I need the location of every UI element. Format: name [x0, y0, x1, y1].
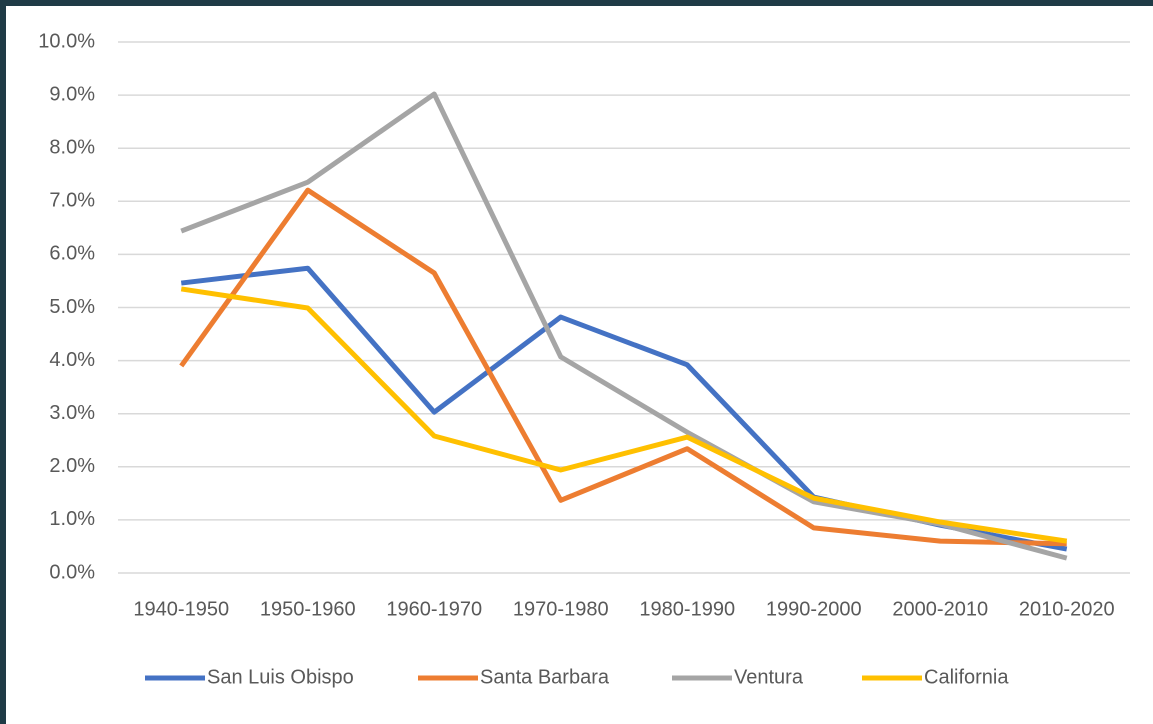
x-tick-label: 1990-2000	[766, 598, 862, 620]
y-tick-label: 8.0%	[49, 136, 95, 158]
series-line	[180, 286, 1068, 544]
y-tick-label: 7.0%	[49, 190, 95, 212]
legend-label: Ventura	[734, 666, 804, 688]
x-tick-label: 1970-1980	[513, 598, 609, 620]
y-tick-label: 4.0%	[49, 349, 95, 371]
y-tick-label: 9.0%	[49, 83, 95, 105]
x-tick-label: 2000-2010	[892, 598, 988, 620]
chart-background	[6, 6, 1153, 724]
y-tick-label: 2.0%	[49, 455, 95, 477]
y-tick-label: 3.0%	[49, 402, 95, 424]
x-tick-label: 1960-1970	[386, 598, 482, 620]
legend-label: San Luis Obispo	[207, 666, 354, 688]
y-tick-label: 5.0%	[49, 296, 95, 318]
legend-label: Santa Barbara	[480, 666, 610, 688]
x-tick-label: 2010-2020	[1019, 598, 1115, 620]
y-tick-label: 6.0%	[49, 243, 95, 265]
series-line	[179, 187, 1067, 547]
x-tick-label: 1980-1990	[639, 598, 735, 620]
legend-label: California	[924, 666, 1009, 688]
y-tick-label: 1.0%	[49, 508, 95, 530]
y-tick-label: 10.0%	[38, 30, 95, 52]
y-tick-label: 0.0%	[49, 561, 95, 583]
x-tick-label: 1940-1950	[133, 598, 229, 620]
x-tick-label: 1950-1960	[260, 598, 356, 620]
